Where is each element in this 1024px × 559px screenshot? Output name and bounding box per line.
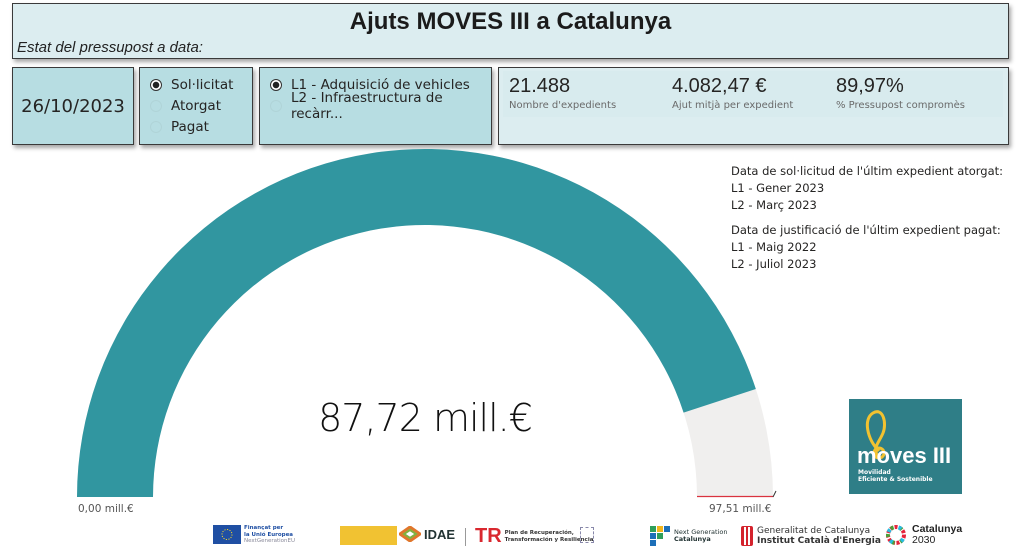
notes-granted-l2: L2 - Març 2023	[731, 198, 817, 212]
notes-panel: Data de sol·licitud de l'últim expedient…	[731, 163, 1003, 281]
line-option-l1[interactable]: L1 - Adquisició de vehicles	[270, 74, 491, 95]
gauge-value: 87,72 mill.€	[318, 396, 533, 440]
notes-granted-title: Data de sol·licitud de l'últim expedient…	[731, 164, 1004, 178]
cat2030-text-1: Catalunya	[912, 523, 963, 535]
moves-tagline: Movilidad Eficiente & Sostenible	[858, 469, 933, 483]
line-option-l2[interactable]: L2 - Infraestructura de recàrr...	[270, 90, 491, 122]
radio-unchecked-icon[interactable]	[150, 99, 162, 112]
idae-text: IDAE	[424, 526, 456, 542]
notes-paid-l1: L1 - Maig 2022	[731, 240, 817, 254]
kpi-strip: 21.488 Nombre d'expedients 4.082,47 € Aj…	[503, 71, 1003, 117]
moves-loop-icon	[865, 410, 887, 460]
status-option-label: Pagat	[171, 118, 209, 135]
prtr-text-2: Transformación y Resiliencia	[504, 536, 594, 543]
moves-iii-logo: moves III Movilidad Eficiente & Sostenib…	[849, 399, 962, 494]
eu-stars-icon	[221, 529, 233, 540]
next-generation-catalunya-logo: Next Generation Catalunya	[650, 526, 727, 546]
radio-unchecked-icon[interactable]	[270, 99, 282, 112]
kpi-label: Ajut mitjà per expedient	[672, 100, 794, 111]
status-option-sollicitat[interactable]: Sol·licitat	[150, 74, 233, 95]
kpi-expedients: 21.488 Nombre d'expedients	[509, 75, 616, 111]
idae-logo: IDAE	[399, 526, 455, 542]
status-filter: Sol·licitat Atorgat Pagat	[139, 67, 253, 145]
notes-paid-l2: L2 - Juliol 2023	[731, 257, 817, 271]
status-option-label: Sol·licitat	[171, 76, 234, 93]
gencat-text-2: Institut Català d'Energia	[757, 536, 881, 546]
divider	[465, 527, 466, 546]
line-option-label: L2 - Infraestructura de recàrr...	[291, 89, 443, 122]
senyera-icon	[741, 526, 753, 546]
report-header: Ajuts MOVES III a Catalunya Estat del pr…	[12, 3, 1009, 59]
qr-code-icon	[580, 527, 594, 543]
notes-granted-l1: L1 - Gener 2023	[731, 181, 825, 195]
kpi-budget-committed: 89,97% % Pressupost compromès	[836, 75, 965, 111]
line-filter: L1 - Adquisició de vehicles L2 - Infraes…	[259, 67, 492, 145]
recovery-plan-logo: TR Plan de Recuperación, Transformación …	[465, 525, 593, 548]
generalitat-icaen-logo: Generalitat de Catalunya Institut Català…	[741, 526, 881, 546]
catalunya-2030-logo: Catalunya 2030	[885, 524, 962, 546]
gauge-min-label: 0,00 mill.€	[78, 503, 134, 515]
kpi-label: % Pressupost compromès	[836, 100, 965, 111]
eu-funding-text: Finançat per la Unió Europea NextGenerat…	[244, 525, 295, 545]
spain-government-logo	[340, 526, 397, 545]
line-option-label: L1 - Adquisició de vehicles	[291, 76, 470, 93]
prtr-text-1: Plan de Recuperación,	[504, 529, 574, 536]
page-subtitle: Estat del pressupost a data:	[17, 39, 203, 56]
date-card: 26/10/2023	[12, 67, 134, 145]
eu-text-2: la Unió Europea	[244, 531, 294, 538]
ngcat-text-1: Next Generation	[674, 527, 728, 536]
report-date: 26/10/2023	[21, 96, 125, 117]
moves-tagline-1: Movilidad	[858, 469, 891, 476]
status-option-atorgat[interactable]: Atorgat	[150, 95, 233, 116]
radio-checked-icon[interactable]	[270, 78, 282, 91]
cat2030-text-2: 2030	[912, 534, 936, 546]
kpi-value: 89,97%	[836, 75, 904, 97]
kpi-value: 21.488	[509, 75, 571, 97]
eu-text-3: NextGenerationEU	[244, 538, 295, 544]
kpi-label: Nombre d'expedients	[509, 100, 617, 111]
gauge-target-tick	[772, 490, 777, 498]
kpi-average-aid: 4.082,47 € Ajut mitjà per expedient	[672, 75, 793, 111]
moves-tagline-2: Eficiente & Sostenible	[858, 476, 933, 483]
tr-mark-icon: TR	[475, 525, 502, 547]
kpi-value: 4.082,47 €	[672, 75, 767, 97]
radio-unchecked-icon[interactable]	[150, 120, 162, 133]
eu-text-1: Finançat per	[244, 525, 284, 531]
status-option-label: Atorgat	[171, 97, 221, 114]
gencat-text-1: Generalitat de Catalunya	[757, 526, 871, 536]
eu-flag-icon	[213, 525, 241, 544]
sdg-wheel-icon	[886, 525, 906, 545]
kpi-card: 21.488 Nombre d'expedients 4.082,47 € Aj…	[498, 67, 1009, 145]
ngcat-text-2: Catalunya	[674, 535, 711, 543]
status-option-pagat[interactable]: Pagat	[150, 116, 233, 137]
notes-paid-title: Data de justificació de l'últim expedien…	[731, 223, 1001, 237]
radio-checked-icon[interactable]	[150, 78, 162, 91]
gauge-max-label: 97,51 mill.€	[709, 503, 772, 515]
gauge-fill	[77, 149, 756, 498]
moves-wordmark: moves III	[857, 443, 952, 468]
idae-mark-icon	[399, 526, 421, 542]
page-title: Ajuts MOVES III a Catalunya	[349, 8, 672, 35]
ng-grid-icon	[650, 526, 670, 546]
